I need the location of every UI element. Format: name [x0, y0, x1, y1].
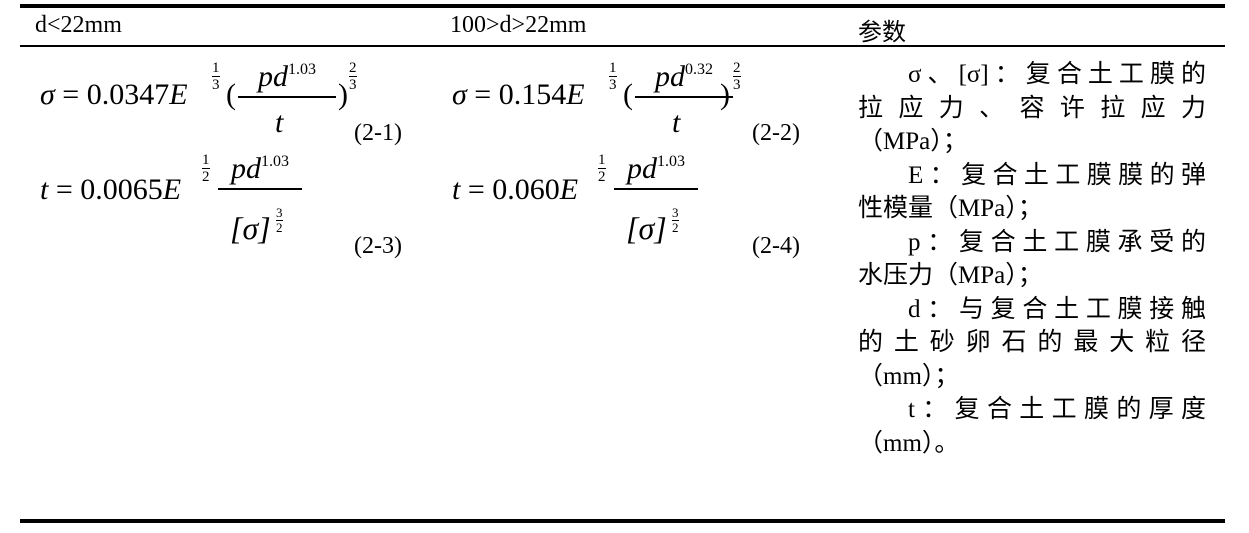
param-line: E：复合土工膜膜的弹 [908, 161, 1206, 189]
param-line: 水压力（MPa）； [858, 262, 1043, 289]
header-small-d: d<22mm [35, 12, 122, 38]
param-line: p：复合土工膜承受的 [908, 228, 1206, 256]
parameter-descriptions: σ、[σ]：复合土工膜的 拉应力、容许拉应力 （MPa）； E：复合土工膜膜的弹… [858, 58, 1206, 460]
param-line: （MPa）； [858, 128, 968, 155]
param-line: 的土砂卵石的最大粒径 [858, 329, 1206, 356]
bottom-rule [20, 519, 1225, 523]
param-line: σ、[σ]：复合土工膜的 [908, 61, 1206, 88]
header-large-d: 100>d>22mm [450, 12, 587, 38]
param-line: （mm）； [858, 362, 960, 390]
top-rule [20, 4, 1225, 8]
param-line: 性模量（MPa）； [858, 195, 1043, 222]
param-line: 拉应力、容许拉应力 [858, 94, 1206, 122]
header-rule [20, 45, 1225, 47]
param-line: d：与复合土工膜接触 [908, 295, 1206, 323]
param-line: t：复合土工膜的厚度 [908, 396, 1206, 423]
param-line: （mm）。 [858, 429, 960, 457]
header-params: 参数 [858, 20, 906, 46]
